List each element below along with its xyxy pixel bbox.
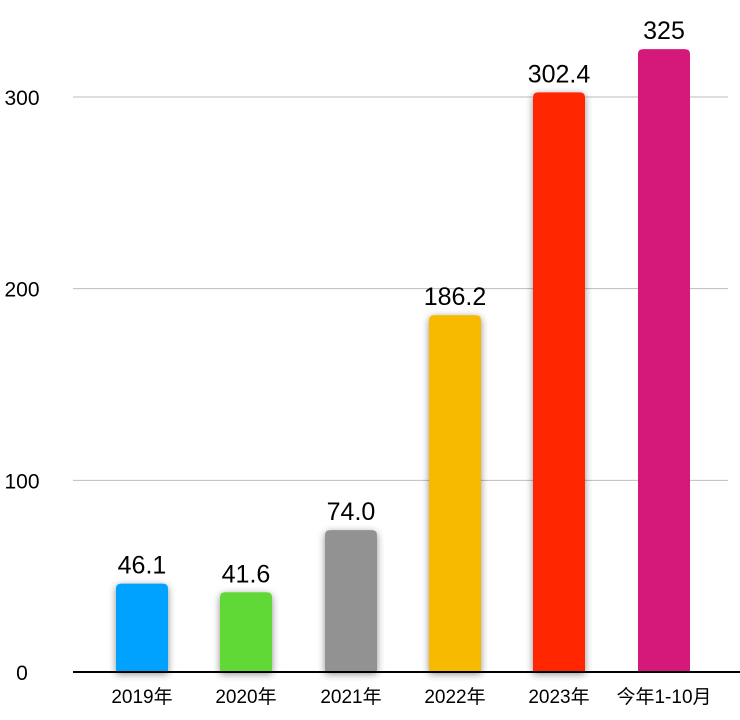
x-tick-label: 2023年 <box>528 686 589 708</box>
x-tick-label: 2021年 <box>320 686 381 708</box>
gridlines <box>73 96 728 481</box>
x-tick-label: 2022年 <box>424 686 485 708</box>
bar <box>220 592 272 672</box>
bar <box>116 583 168 672</box>
data-label: 325 <box>643 17 685 45</box>
bar <box>533 92 585 672</box>
bar <box>638 49 690 673</box>
x-tick-label: 2020年 <box>215 686 276 708</box>
x-tick-label: 2019年 <box>111 686 172 708</box>
y-tick-label: 300 <box>4 87 39 110</box>
y-axis-ticks: 0 100 200 300 <box>4 87 39 685</box>
data-label: 74.0 <box>327 498 376 526</box>
bars <box>116 49 690 673</box>
bar <box>429 315 481 672</box>
y-tick-label: 100 <box>4 470 39 493</box>
value-labels: 46.1 41.6 74.0 186.2 302.4 325 <box>118 17 685 588</box>
y-tick-label: 200 <box>4 279 39 302</box>
x-axis-labels: 2019年 2020年 2021年 2022年 2023年 今年1-10月 <box>111 686 711 708</box>
data-label: 41.6 <box>222 560 271 588</box>
x-tick-label: 今年1-10月 <box>616 686 711 708</box>
data-label: 186.2 <box>424 283 487 311</box>
data-label: 302.4 <box>528 60 591 88</box>
y-tick-label: 0 <box>16 662 28 685</box>
data-label: 46.1 <box>118 552 167 580</box>
bar <box>325 530 377 672</box>
